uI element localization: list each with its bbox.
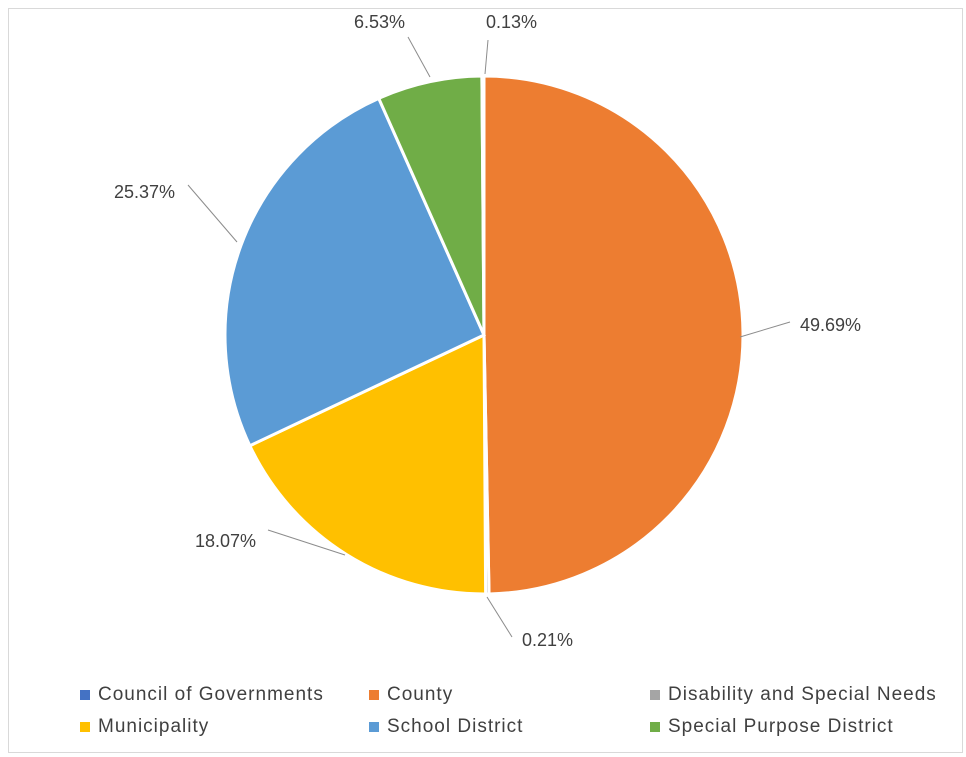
leader-line [739, 321, 791, 338]
legend-item-municipality[interactable]: Municipality [80, 712, 209, 742]
legend-swatch [650, 722, 660, 732]
pie-slice-school-district[interactable] [223, 96, 486, 448]
legend-swatch [80, 690, 90, 700]
legend-swatch [369, 722, 379, 732]
legend-label: Council of Governments [98, 684, 324, 705]
leader-line [267, 529, 346, 556]
data-label: 49.69% [800, 315, 861, 335]
legend-swatch [369, 690, 379, 700]
data-label: 0.13% [486, 12, 537, 32]
legend-label: Disability and Special Needs [668, 684, 937, 705]
legend-row: Council of Governments County Disability… [80, 680, 960, 712]
legend-label: School District [387, 716, 524, 737]
data-label: 18.07% [195, 531, 256, 551]
pie-slice-unlabeled[interactable] [480, 74, 486, 336]
data-label: 25.37% [114, 182, 175, 202]
legend-row: Municipality School District Special Pur… [80, 712, 960, 744]
legend-label: Special Purpose District [668, 716, 894, 737]
pie-slice-county[interactable] [482, 74, 745, 596]
legend-item-county[interactable]: County [369, 680, 453, 710]
legend-label: Municipality [98, 716, 210, 737]
legend-item-special-purpose-district[interactable]: Special Purpose District [650, 712, 894, 742]
legend-item-council-of-governments[interactable]: Council of Governments [80, 680, 324, 710]
data-label: 6.53% [354, 12, 405, 32]
pie-chart: 49.69% 0.21% 18.07% 25.37% 6.53% 0.13% [114, 12, 861, 650]
leader-line [407, 36, 431, 78]
legend-item-school-district[interactable]: School District [369, 712, 523, 742]
legend: Council of Governments County Disability… [80, 680, 960, 744]
pie-slice-municipality[interactable] [247, 332, 488, 596]
legend-swatch [80, 722, 90, 732]
data-label: 0.21% [522, 630, 573, 650]
leader-line [187, 184, 238, 243]
leader-line [484, 39, 489, 75]
leader-line [486, 596, 513, 638]
legend-item-disability-and-special-needs[interactable]: Disability and Special Needs [650, 680, 937, 710]
legend-swatch [650, 690, 660, 700]
legend-label: County [387, 684, 454, 705]
